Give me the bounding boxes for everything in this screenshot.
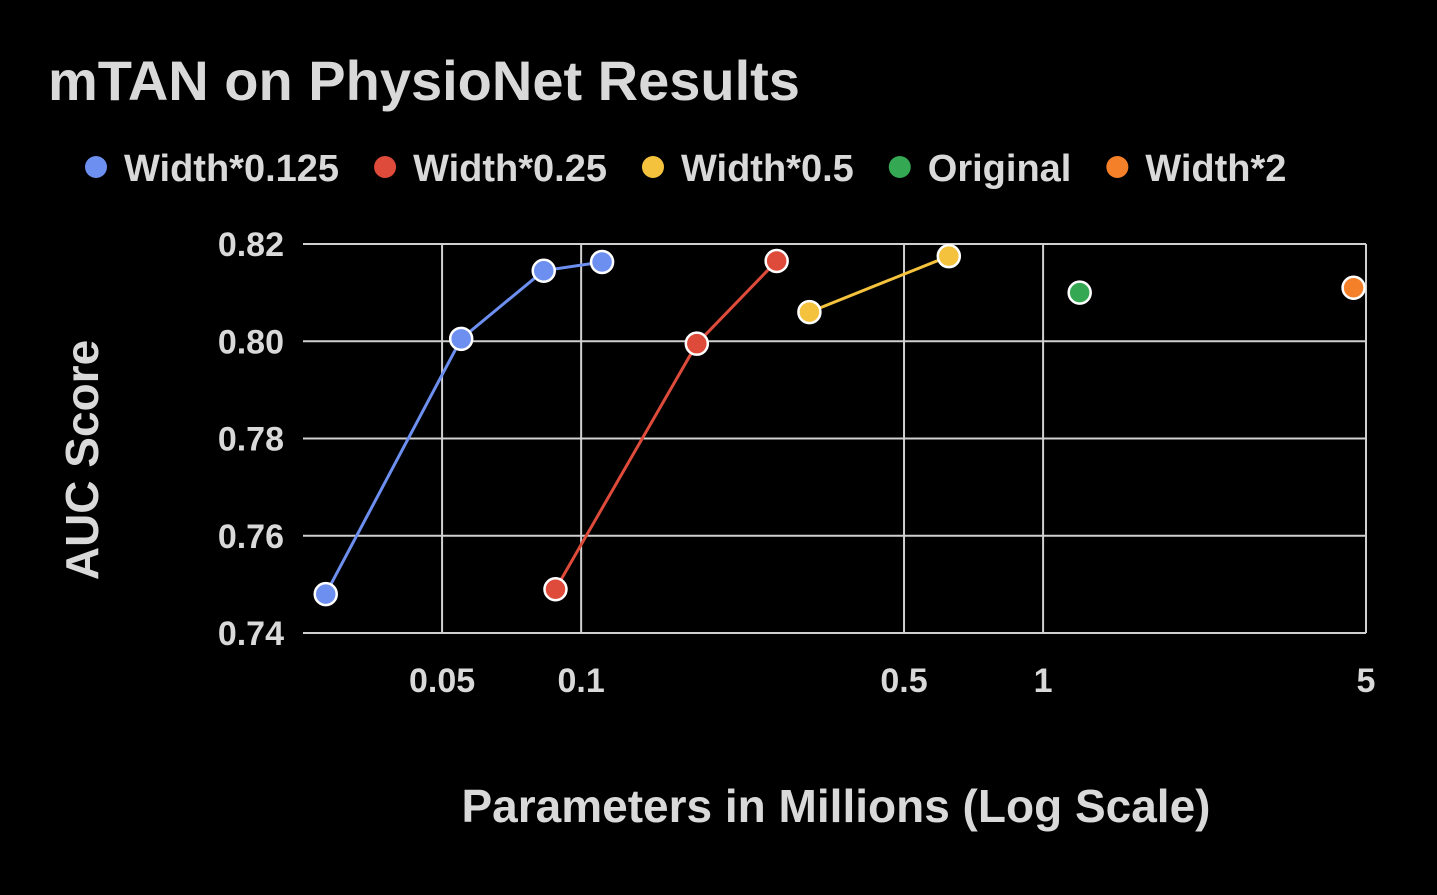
y-tick-label: 0.82 xyxy=(218,226,284,264)
grid xyxy=(303,243,1367,634)
data-point xyxy=(684,331,710,356)
series-2 xyxy=(797,243,962,325)
legend-marker xyxy=(888,156,911,178)
y-tick-label: 0.76 xyxy=(218,518,284,556)
x-tick-label: 0.1 xyxy=(557,662,604,700)
y-axis-label: AUC Score xyxy=(56,340,108,580)
data-point xyxy=(1067,280,1092,305)
legend-marker xyxy=(374,156,397,178)
legend-label: Width*0.25 xyxy=(413,148,607,190)
data-point xyxy=(797,299,822,325)
legend-marker xyxy=(85,156,107,178)
series-1 xyxy=(543,248,789,602)
data-point xyxy=(936,243,962,269)
plot-series xyxy=(313,243,1366,607)
x-tick-label: 0.5 xyxy=(880,662,927,700)
series-line xyxy=(808,254,950,314)
data-point xyxy=(1341,275,1366,301)
y-tick-label: 0.74 xyxy=(218,615,284,653)
legend-label: Original xyxy=(928,148,1072,190)
data-point xyxy=(531,258,556,283)
legend-marker xyxy=(641,156,664,178)
y-tick-label: 0.78 xyxy=(218,421,284,459)
x-axis-label: Parameters in Millions (Log Scale) xyxy=(462,780,1211,832)
data-point xyxy=(448,326,474,352)
data-point xyxy=(589,249,615,275)
legend-marker xyxy=(1106,156,1129,178)
data-point xyxy=(313,581,338,607)
legend-label: Width*0.125 xyxy=(124,148,339,190)
y-tick-label: 0.80 xyxy=(218,323,284,361)
x-axis-ticks: 0.05 0.1 0.5 1 5 xyxy=(409,662,1375,700)
series-line xyxy=(324,260,603,595)
legend-item-3: Original xyxy=(888,148,1072,190)
series-0 xyxy=(313,249,615,607)
x-tick-label: 1 xyxy=(1034,662,1053,700)
series-line xyxy=(554,259,778,590)
data-point xyxy=(543,576,568,602)
legend: Width*0.125 Width*0.25 Width*0.5 Original Wi… xyxy=(85,148,1286,190)
legend-item-4: Width*2 xyxy=(1106,148,1286,190)
x-tick-label: 0.05 xyxy=(409,662,475,700)
data-point xyxy=(764,248,789,274)
chart-title: mTAN on PhysioNet Results xyxy=(48,49,800,112)
series-3 xyxy=(1067,280,1092,305)
legend-item-0: Width*0.125 xyxy=(85,148,339,190)
y-axis-ticks: 0.74 0.76 0.78 0.80 0.82 xyxy=(218,226,284,653)
legend-item-1: Width*0.25 xyxy=(374,148,607,190)
x-tick-label: 5 xyxy=(1357,662,1376,700)
legend-label: Width*0.5 xyxy=(681,148,854,190)
series-4 xyxy=(1341,275,1366,301)
legend-item-2: Width*0.5 xyxy=(641,148,854,190)
legend-label: Width*2 xyxy=(1145,148,1286,190)
